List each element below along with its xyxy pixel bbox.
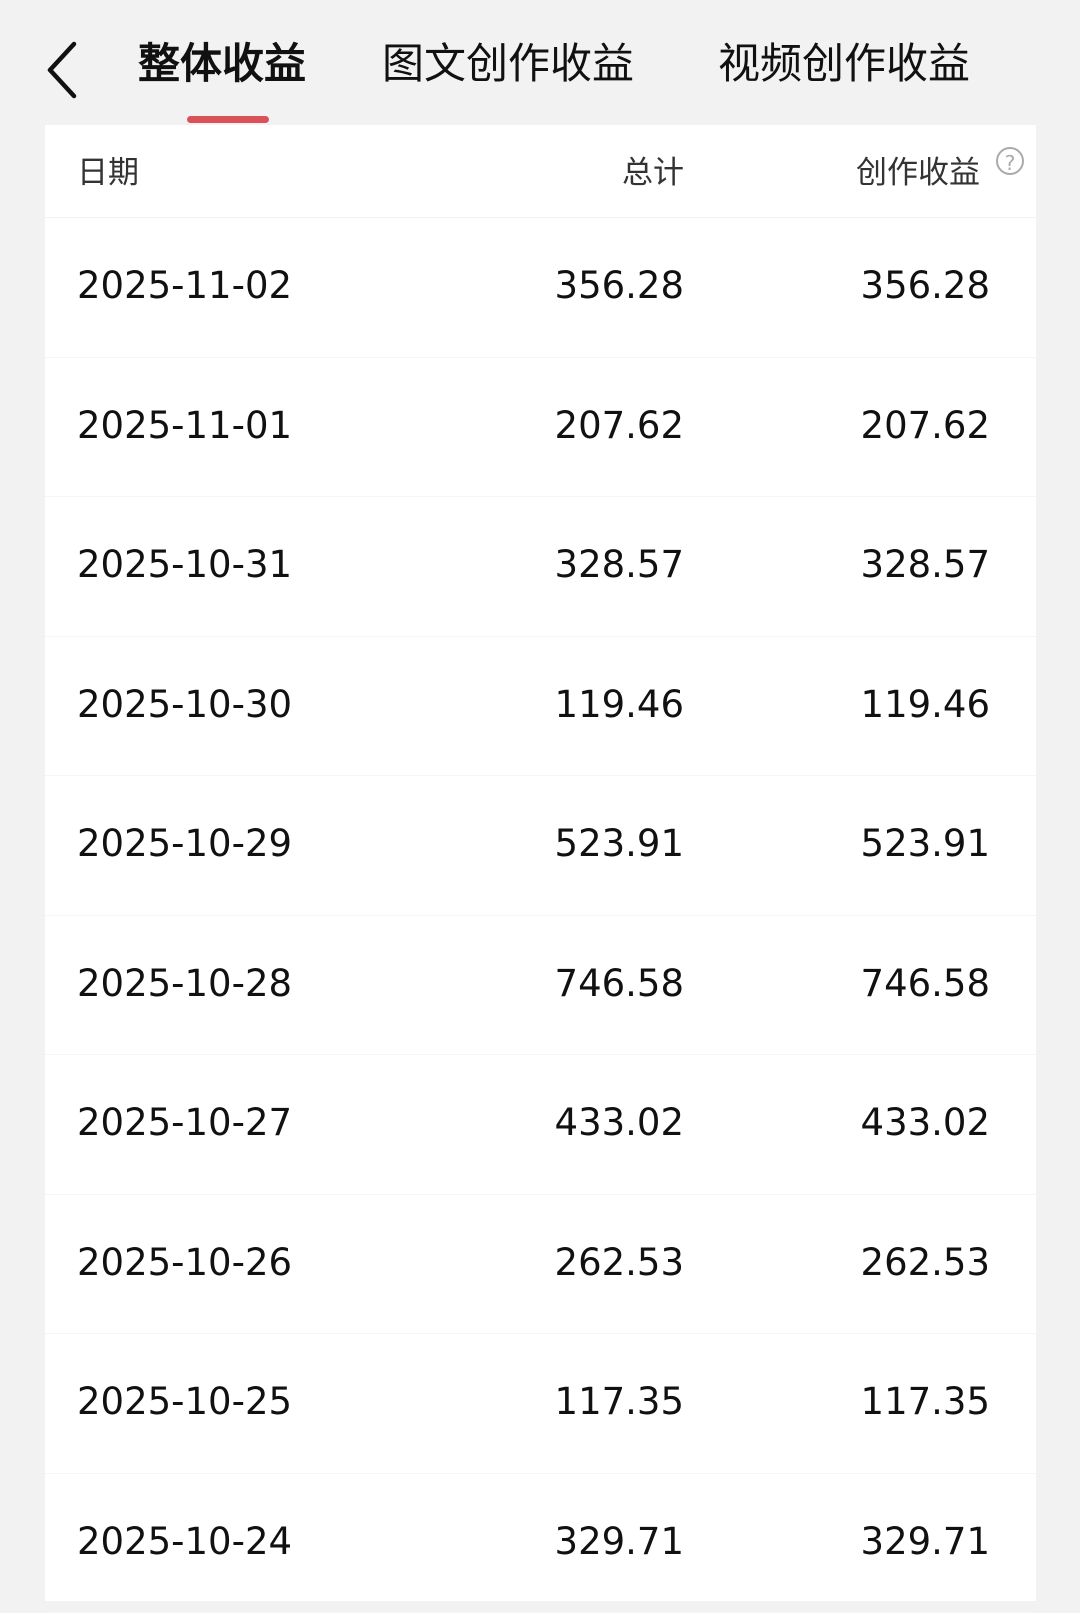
cell-total: 746.58: [555, 960, 684, 1008]
cell-total: 328.57: [555, 541, 684, 589]
header-creation-income: 创作收益: [856, 147, 980, 192]
chevron-left-icon: [44, 40, 84, 100]
cell-date: 2025-10-26: [77, 1239, 292, 1287]
back-button[interactable]: [44, 40, 84, 100]
cell-date: 2025-10-28: [77, 960, 292, 1008]
table-row: 2025-11-01 207.62 207.62: [45, 358, 1036, 498]
cell-total: 262.53: [555, 1239, 684, 1287]
table-row: 2025-10-28 746.58 746.58: [45, 916, 1036, 1056]
cell-date: 2025-10-25: [77, 1378, 292, 1426]
question-circle-icon[interactable]: ?: [996, 147, 1024, 175]
cell-date: 2025-10-27: [77, 1099, 292, 1147]
tab-video-income[interactable]: 视频创作收益: [718, 36, 970, 92]
cell-creation-income: 117.35: [861, 1378, 990, 1426]
cell-date: 2025-10-30: [77, 681, 292, 729]
cell-creation-income: 433.02: [861, 1099, 990, 1147]
tab-overall-income[interactable]: 整体收益: [138, 36, 306, 92]
cell-total: 119.46: [555, 681, 684, 729]
cell-total: 207.62: [555, 402, 684, 450]
table-row: 2025-10-29 523.91 523.91: [45, 776, 1036, 916]
header-date: 日期: [77, 147, 139, 192]
cell-creation-income: 746.58: [861, 960, 990, 1008]
cell-creation-income: 356.28: [861, 262, 990, 310]
cell-date: 2025-11-02: [77, 262, 292, 310]
table-row: 2025-10-31 328.57 328.57: [45, 497, 1036, 637]
tab-article-income[interactable]: 图文创作收益: [382, 36, 634, 92]
cell-creation-income: 329.71: [861, 1518, 990, 1566]
cell-total: 523.91: [555, 820, 684, 868]
cell-total: 329.71: [555, 1518, 684, 1566]
table-row: 2025-10-27 433.02 433.02: [45, 1055, 1036, 1195]
cell-total: 433.02: [555, 1099, 684, 1147]
cell-total: 117.35: [555, 1378, 684, 1426]
cell-date: 2025-10-24: [77, 1518, 292, 1566]
header-total: 总计: [622, 147, 684, 192]
table-header: 日期 总计 创作收益 ?: [45, 125, 1036, 218]
cell-creation-income: 262.53: [861, 1239, 990, 1287]
table-row: 2025-10-26 262.53 262.53: [45, 1195, 1036, 1335]
cell-total: 356.28: [555, 262, 684, 310]
cell-creation-income: 119.46: [861, 681, 990, 729]
cell-date: 2025-11-01: [77, 402, 292, 450]
table-row: 2025-10-30 119.46 119.46: [45, 637, 1036, 777]
cell-creation-income: 207.62: [861, 402, 990, 450]
table-row: 2025-10-25 117.35 117.35: [45, 1334, 1036, 1474]
active-tab-indicator: [187, 116, 269, 123]
table-row: 2025-11-02 356.28 356.28: [45, 218, 1036, 358]
cell-date: 2025-10-29: [77, 820, 292, 868]
table-row: 2025-10-24 329.71 329.71: [45, 1474, 1036, 1613]
cell-creation-income: 523.91: [861, 820, 990, 868]
cell-date: 2025-10-31: [77, 541, 292, 589]
cell-creation-income: 328.57: [861, 541, 990, 589]
